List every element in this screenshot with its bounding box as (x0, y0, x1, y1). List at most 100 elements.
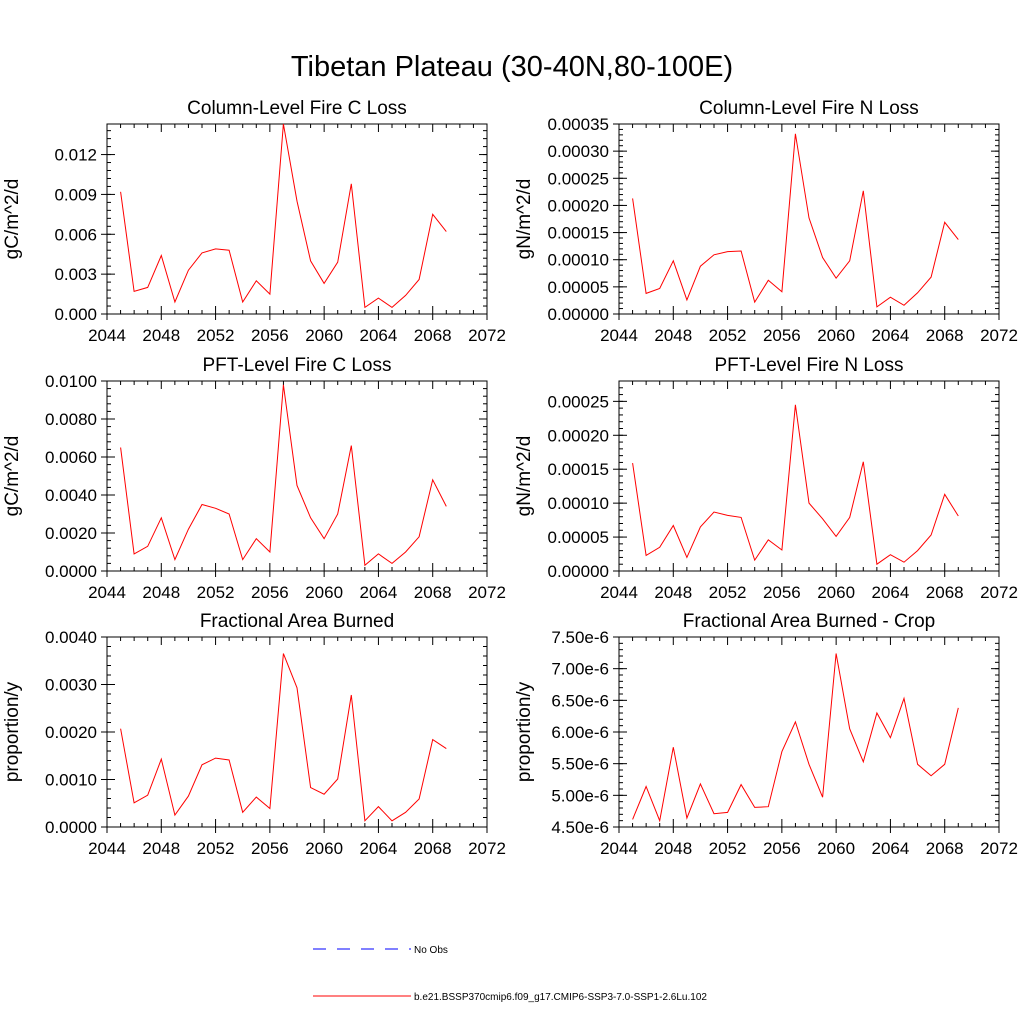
x-tick-label: 2048 (142, 839, 180, 858)
y-tick-label: 0.0020 (45, 723, 97, 742)
x-tick-label: 2064 (360, 839, 398, 858)
y-tick-label: 0.00030 (548, 142, 609, 161)
chart-panel: PFT-Level Fire C Loss gC/m^2/d 2044 2048 205… (2, 355, 506, 602)
x-tick-label: 2044 (88, 839, 126, 858)
y-tick-label: 0.00005 (548, 528, 609, 547)
chart-panel: PFT-Level Fire N Loss gN/m^2/d 2044 2048 205… (514, 355, 1018, 602)
chart-panel: Fractional Area Burned - Crop proportion/… (514, 611, 1018, 858)
x-tick-label: 2048 (142, 583, 180, 602)
x-tick-label: 2048 (654, 583, 692, 602)
x-tick-label: 2044 (600, 839, 638, 858)
panel-title: Column-Level Fire C Loss (187, 98, 407, 119)
x-tick-label: 2060 (305, 839, 343, 858)
y-tick-label: 0.012 (54, 146, 97, 165)
y-tick-label: 4.50e-6 (551, 818, 609, 837)
series-line (632, 404, 959, 566)
y-tick-label: 0.0040 (45, 628, 97, 647)
x-tick-label: 2060 (817, 839, 855, 858)
plot-frame (618, 380, 1000, 572)
x-tick-label: 2044 (88, 583, 126, 602)
x-tick-label: 2072 (468, 839, 506, 858)
y-tick-label: 0.00025 (548, 169, 609, 188)
x-tick-label: 2056 (251, 583, 289, 602)
x-tick-label: 2044 (600, 326, 638, 345)
y-tick-label: 5.00e-6 (551, 786, 609, 805)
chart-panel: Column-Level Fire N Loss gN/m^2/d 2044 2048… (514, 98, 1018, 345)
series-line (120, 123, 447, 309)
x-tick-label: 2044 (88, 326, 126, 345)
y-tick-label: 0.0100 (45, 372, 97, 391)
x-tick-label: 2068 (926, 839, 964, 858)
x-tick-label: 2052 (709, 326, 747, 345)
legend: No Obs b.e21.BSSP370cmip6.f09_g17.CMIP6-S… (313, 945, 707, 1003)
y-axis-label: proportion/y (514, 681, 535, 782)
x-tick-label: 2052 (709, 839, 747, 858)
x-tick-label: 2064 (360, 583, 398, 602)
plot-frame (106, 380, 488, 572)
panel-title: Fractional Area Burned (200, 611, 394, 632)
y-axis-label: gC/m^2/d (2, 179, 23, 260)
y-tick-label: 0.0060 (45, 448, 97, 467)
y-tick-label: 7.50e-6 (551, 628, 609, 647)
x-tick-label: 2068 (926, 326, 964, 345)
x-tick-label: 2048 (654, 326, 692, 345)
x-tick-label: 2056 (763, 839, 801, 858)
x-tick-label: 2056 (251, 326, 289, 345)
plot-frame (618, 636, 1000, 828)
y-tick-label: 0.00000 (548, 562, 609, 581)
x-tick-label: 2044 (600, 583, 638, 602)
y-tick-label: 0.00010 (548, 494, 609, 513)
y-tick-label: 0.0040 (45, 486, 97, 505)
y-tick-label: 0.006 (54, 225, 97, 244)
x-tick-label: 2072 (980, 839, 1018, 858)
x-tick-label: 2060 (817, 326, 855, 345)
legend-label: b.e21.BSSP370cmip6.f09_g17.CMIP6-SSP3-7.… (414, 992, 707, 1003)
y-tick-label: 0.0020 (45, 524, 97, 543)
chart-panel: Column-Level Fire C Loss gC/m^2/d 2044 2048… (2, 98, 506, 345)
y-tick-label: 0.00015 (548, 460, 609, 479)
x-tick-label: 2060 (305, 583, 343, 602)
y-tick-label: 0.00025 (548, 392, 609, 411)
x-tick-label: 2072 (980, 583, 1018, 602)
main-title: Tibetan Plateau (30-40N,80-100E) (291, 51, 733, 83)
x-tick-label: 2056 (763, 583, 801, 602)
y-tick-label: 0.00035 (548, 115, 609, 134)
y-tick-label: 0.00020 (548, 426, 609, 445)
x-tick-label: 2064 (872, 326, 910, 345)
y-tick-label: 6.00e-6 (551, 723, 609, 742)
x-tick-label: 2068 (414, 839, 452, 858)
panel-title: Column-Level Fire N Loss (699, 98, 919, 119)
y-tick-label: 0.00020 (548, 196, 609, 215)
x-tick-label: 2060 (305, 326, 343, 345)
y-axis-label: gN/m^2/d (514, 436, 535, 517)
y-tick-label: 0.0080 (45, 410, 97, 429)
x-tick-label: 2072 (980, 326, 1018, 345)
x-tick-label: 2052 (709, 583, 747, 602)
y-tick-label: 0.00015 (548, 224, 609, 243)
panels-container: Column-Level Fire C Loss gC/m^2/d 2044 2048… (2, 98, 1018, 858)
y-tick-label: 0.003 (54, 265, 97, 284)
y-tick-label: 5.50e-6 (551, 755, 609, 774)
x-tick-label: 2064 (872, 583, 910, 602)
x-tick-label: 2064 (360, 326, 398, 345)
series-line (632, 653, 959, 823)
x-tick-label: 2068 (414, 583, 452, 602)
y-tick-label: 0.009 (54, 185, 97, 204)
y-tick-label: 0.0030 (45, 676, 97, 695)
x-tick-label: 2052 (197, 326, 235, 345)
y-tick-label: 6.50e-6 (551, 691, 609, 710)
legend-label: No Obs (414, 945, 448, 956)
panel-title: PFT-Level Fire N Loss (715, 355, 904, 376)
y-tick-label: 0.00000 (548, 305, 609, 324)
x-tick-label: 2060 (817, 583, 855, 602)
plot-frame (106, 636, 488, 828)
x-tick-label: 2068 (926, 583, 964, 602)
plot-frame (106, 123, 488, 315)
y-tick-label: 7.00e-6 (551, 660, 609, 679)
y-axis-label: proportion/y (2, 681, 23, 782)
x-tick-label: 2052 (197, 583, 235, 602)
y-tick-label: 0.0010 (45, 771, 97, 790)
x-tick-label: 2068 (414, 326, 452, 345)
series-line (120, 653, 447, 822)
